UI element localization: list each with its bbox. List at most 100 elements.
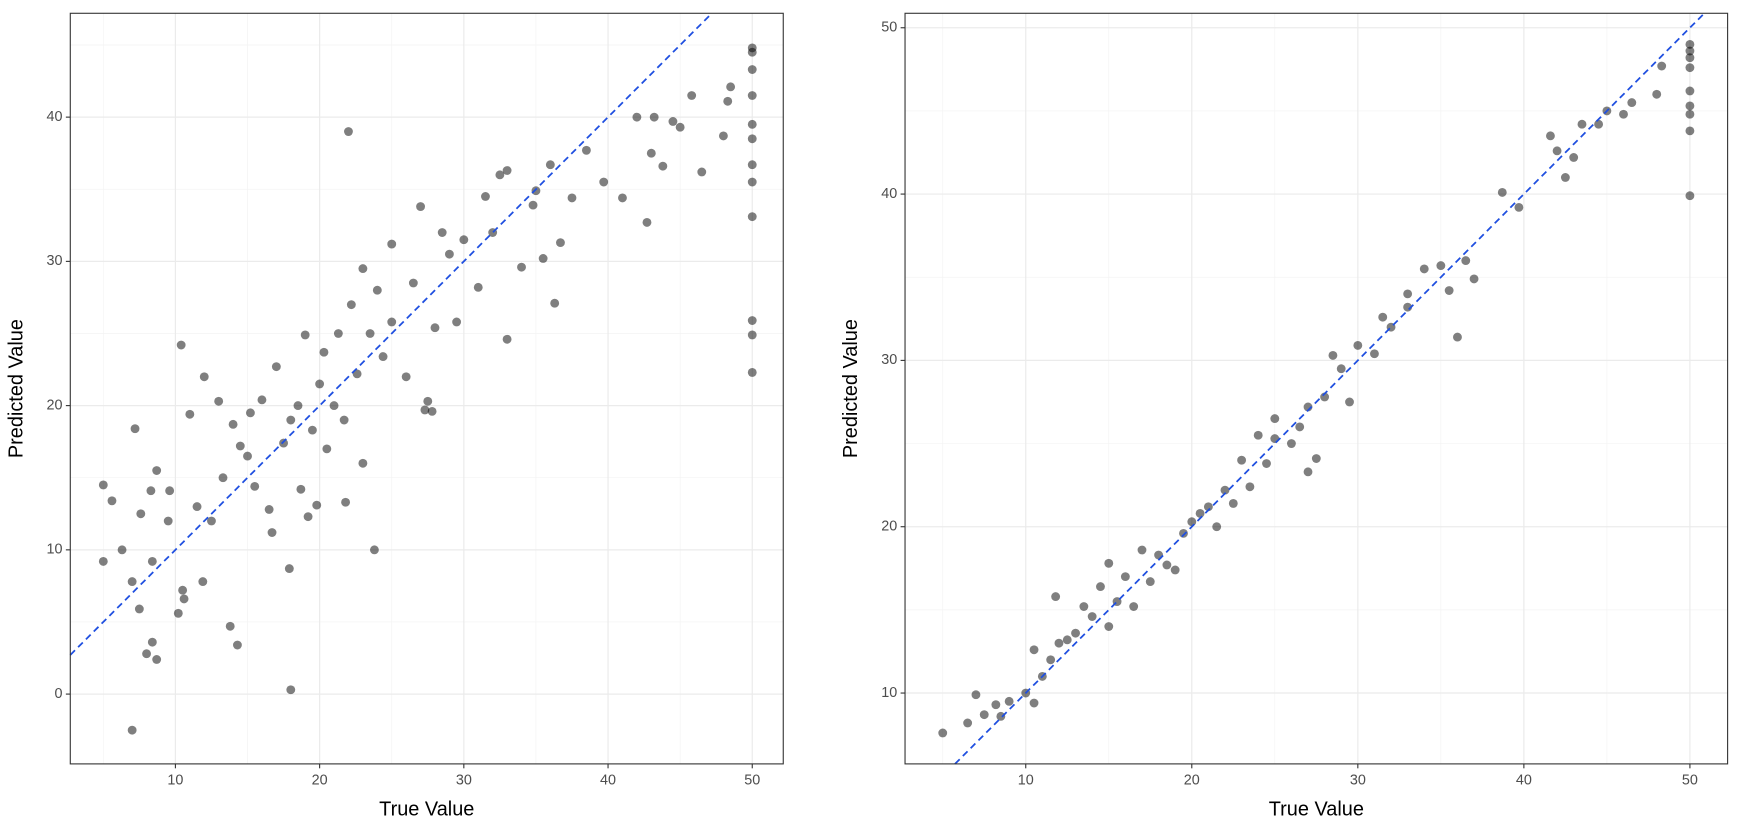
point	[668, 117, 678, 126]
point	[1552, 146, 1562, 156]
point	[747, 316, 757, 325]
x-tick-label: 50	[1682, 772, 1698, 788]
panel-background	[70, 13, 784, 764]
point	[378, 352, 388, 361]
point	[284, 564, 294, 574]
point	[296, 484, 306, 494]
point	[1497, 187, 1507, 197]
point	[1286, 439, 1296, 448]
point	[1685, 53, 1695, 63]
point	[279, 438, 288, 448]
point	[387, 239, 397, 249]
point	[545, 160, 555, 170]
point	[136, 509, 146, 519]
point	[1087, 612, 1097, 621]
point	[1162, 560, 1172, 570]
point	[1514, 202, 1524, 212]
x-tick-label: 30	[456, 772, 472, 788]
panel: 10 20 30 40 50 10 20 30 40 50 True Value Predicted …	[840, 12, 1729, 821]
point	[235, 441, 245, 451]
point	[232, 640, 242, 650]
x-tick-label: 50	[744, 772, 760, 788]
point	[1029, 698, 1039, 708]
point	[130, 424, 140, 434]
y-axis-label: Predicted Value	[5, 319, 27, 458]
point	[243, 451, 252, 461]
point	[1220, 485, 1230, 495]
y-tick-label: 40	[47, 109, 63, 125]
point	[423, 396, 433, 406]
point	[599, 177, 609, 187]
x-tick-label: 10	[167, 772, 183, 788]
point	[687, 91, 697, 100]
point	[495, 170, 505, 180]
point	[1685, 109, 1695, 119]
point	[1685, 101, 1695, 111]
point	[264, 505, 274, 514]
point	[550, 298, 560, 308]
point	[1627, 98, 1637, 108]
point	[178, 585, 188, 595]
point	[1345, 397, 1354, 407]
point	[358, 264, 368, 274]
point	[163, 516, 173, 526]
point	[581, 145, 591, 155]
point	[245, 408, 255, 418]
point	[747, 212, 757, 222]
y-tick-label: 30	[881, 352, 897, 368]
point	[341, 497, 351, 507]
point	[1129, 602, 1139, 611]
point	[319, 347, 329, 357]
point	[117, 545, 127, 555]
point	[416, 202, 425, 211]
point	[127, 577, 137, 587]
point	[1062, 635, 1072, 645]
point	[1685, 63, 1695, 73]
point	[1071, 628, 1080, 638]
point	[142, 649, 151, 659]
point	[372, 285, 382, 295]
point	[1336, 364, 1346, 374]
point	[996, 711, 1006, 721]
point	[642, 218, 652, 227]
point	[502, 334, 512, 344]
point	[1652, 89, 1662, 99]
point	[1378, 312, 1388, 322]
point	[333, 329, 343, 338]
point	[408, 278, 418, 288]
point	[538, 254, 548, 263]
point	[152, 655, 162, 664]
point	[1353, 341, 1363, 350]
point	[176, 340, 186, 350]
point	[1311, 454, 1321, 463]
point	[452, 317, 462, 327]
point	[250, 481, 260, 491]
point	[1145, 577, 1155, 587]
point	[718, 131, 728, 141]
point	[98, 480, 108, 490]
point	[444, 249, 454, 259]
point	[1685, 126, 1695, 136]
point	[147, 556, 157, 566]
point	[556, 238, 565, 248]
point	[567, 193, 577, 203]
point	[329, 401, 339, 411]
y-tick-label: 20	[881, 519, 897, 535]
point	[179, 594, 189, 604]
point	[1054, 638, 1064, 648]
point	[1560, 173, 1570, 182]
point	[1170, 565, 1180, 575]
point	[365, 329, 375, 338]
panel-border	[69, 12, 784, 765]
point	[1444, 286, 1454, 295]
point	[369, 545, 379, 555]
point	[1546, 131, 1555, 141]
point	[427, 406, 437, 416]
point	[1657, 61, 1667, 71]
point	[1253, 430, 1263, 440]
point	[315, 379, 325, 389]
point	[991, 700, 1001, 710]
point	[303, 512, 313, 522]
point	[1104, 558, 1114, 568]
